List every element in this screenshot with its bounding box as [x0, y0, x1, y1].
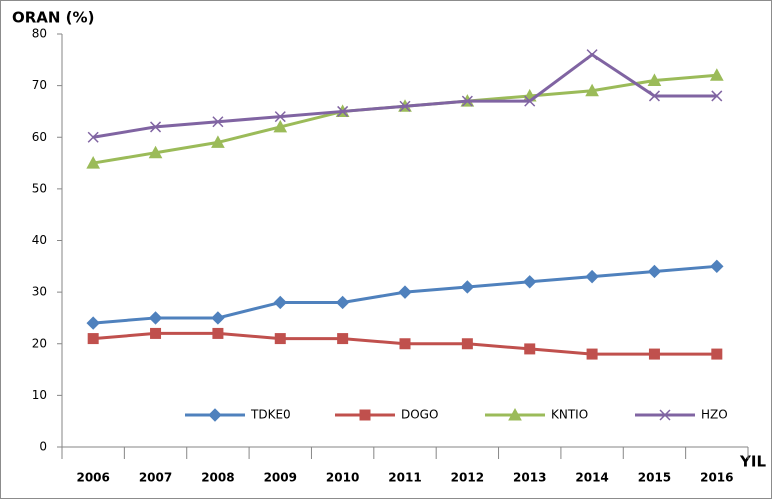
y-tick-label: 50: [32, 181, 47, 195]
y-tick-label: 40: [32, 233, 47, 247]
marker: [273, 295, 287, 310]
marker: [647, 73, 662, 86]
marker: [148, 311, 163, 325]
marker: [398, 285, 412, 299]
marker: [273, 119, 288, 133]
y-tick-label: 30: [32, 285, 47, 299]
legend-marker: [659, 409, 671, 421]
marker: [711, 348, 723, 360]
marker: [586, 49, 598, 61]
marker: [335, 295, 350, 310]
y-tick-label: 10: [32, 388, 47, 402]
marker: [86, 316, 100, 330]
legend-label: HZO: [701, 408, 728, 422]
marker: [399, 338, 411, 350]
marker: [212, 116, 224, 128]
marker: [150, 121, 162, 133]
x-tick-label: 2012: [451, 471, 484, 485]
y-tick-label: 70: [32, 78, 47, 92]
marker: [274, 333, 286, 345]
legend-label: KNTIO: [551, 408, 588, 422]
marker: [710, 259, 724, 274]
marker: [211, 135, 225, 148]
marker: [585, 83, 599, 97]
marker: [461, 95, 473, 107]
marker: [150, 327, 162, 339]
y-axis-title: ORAN (%): [12, 9, 94, 27]
marker: [586, 348, 598, 360]
marker: [212, 327, 224, 339]
marker: [87, 333, 99, 345]
y-tick-label: 80: [32, 27, 47, 41]
legend-label: DOGO: [401, 408, 438, 422]
marker: [274, 111, 286, 123]
marker: [585, 269, 599, 284]
x-tick-label: 2008: [201, 471, 234, 485]
marker: [211, 311, 225, 325]
x-axis-title: YIL: [739, 453, 766, 471]
marker: [461, 338, 473, 350]
legend-marker: [208, 408, 222, 422]
marker: [709, 68, 724, 81]
x-tick-label: 2010: [326, 471, 359, 485]
legend-label: TDKE0: [250, 408, 291, 422]
x-tick-label: 2016: [700, 471, 733, 485]
x-tick-label: 2011: [388, 471, 421, 485]
marker: [648, 348, 660, 360]
y-tick-label: 0: [39, 440, 47, 454]
marker: [524, 343, 536, 355]
x-tick-label: 2009: [264, 471, 297, 485]
marker: [647, 264, 662, 279]
y-tick-label: 20: [32, 336, 47, 350]
x-tick-label: 2006: [76, 471, 109, 485]
marker: [86, 156, 101, 169]
legend-marker: [508, 407, 522, 421]
marker: [399, 100, 411, 112]
marker: [148, 145, 163, 159]
y-tick-label: 60: [32, 130, 47, 144]
marker: [648, 90, 660, 102]
marker: [524, 95, 536, 107]
legend-marker: [359, 409, 371, 421]
x-tick-label: 2013: [513, 471, 546, 485]
marker: [337, 333, 349, 345]
x-tick-label: 2007: [139, 471, 172, 485]
x-tick-label: 2015: [638, 471, 671, 485]
marker: [711, 90, 723, 102]
marker: [87, 131, 99, 143]
x-tick-label: 2014: [575, 471, 608, 485]
marker: [523, 275, 537, 289]
marker: [337, 105, 349, 117]
marker: [460, 280, 475, 294]
